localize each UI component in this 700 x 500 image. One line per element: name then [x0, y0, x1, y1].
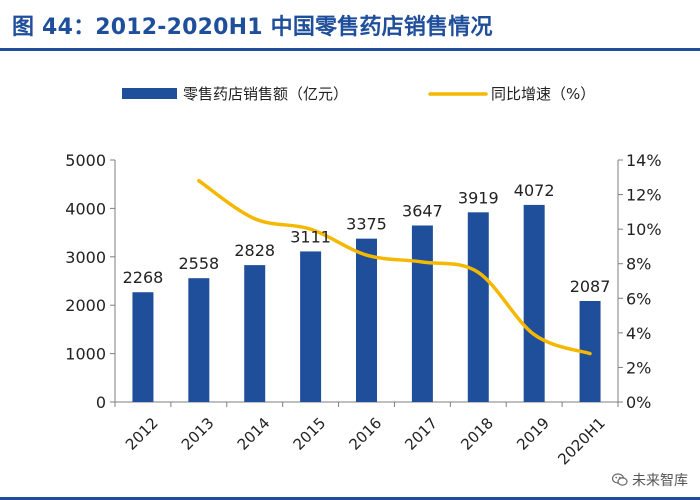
left-tick-label: 4000 [65, 199, 106, 218]
x-tick-label: 2020H1 [554, 414, 608, 468]
bar [579, 300, 601, 402]
x-tick-label: 2016 [346, 414, 386, 454]
bar-data-label: 2558 [178, 254, 219, 273]
wechat-icon [612, 473, 628, 486]
legend-swatch-bar [122, 88, 177, 99]
right-tick-label: 10% [626, 220, 662, 239]
bar-data-label: 2268 [123, 268, 164, 287]
watermark: 未来智库 [612, 470, 688, 490]
legend-label-line: 同比增速（%） [491, 85, 595, 103]
right-tick-label: 4% [626, 324, 651, 343]
left-tick-label: 3000 [65, 248, 106, 267]
bar [467, 212, 489, 402]
right-tick-label: 6% [626, 289, 651, 308]
legend: 零售药店销售额（亿元） 同比增速（%） [122, 85, 595, 103]
left-tick-label: 1000 [65, 345, 106, 364]
growth-line [197, 178, 592, 356]
bar-data-label: 3111 [290, 227, 331, 246]
bar [132, 292, 154, 402]
chart-title: 图 44：2012-2020H1 中国零售药店销售情况 [12, 15, 493, 40]
right-tick-label: 8% [626, 255, 651, 274]
x-tick-label: 2018 [457, 414, 497, 454]
bar [356, 238, 377, 402]
title-divider [0, 48, 700, 51]
right-tick-label: 12% [626, 186, 662, 205]
left-tick-label: 2000 [65, 296, 106, 315]
bar-data-label: 3375 [346, 215, 387, 234]
right-tick-label: 14% [626, 151, 662, 170]
left-tick-label: 0 [96, 393, 106, 412]
watermark-text: 未来智库 [632, 473, 688, 489]
bottom-divider [0, 497, 700, 500]
bar [244, 265, 266, 402]
bar [523, 204, 545, 402]
bar-data-label: 2828 [234, 241, 275, 260]
data-labels: 2268 2558 2828 3111 3375 3647 3919 4072 2087 [123, 181, 611, 296]
x-tick-label: 2014 [234, 414, 274, 454]
line-series [197, 178, 592, 356]
bar [300, 251, 322, 402]
bar [411, 225, 433, 402]
legend-label-bar: 零售药店销售额（亿元） [183, 85, 348, 103]
left-tick-label: 5000 [65, 151, 106, 170]
x-tick-label: 2013 [178, 414, 218, 454]
bar-data-label: 3919 [458, 188, 499, 207]
x-tick-label: 2015 [290, 414, 330, 454]
x-tick-label: 2017 [401, 414, 441, 454]
bar-data-label: 2087 [570, 277, 611, 296]
x-tick-label: 2012 [122, 414, 162, 454]
right-tick-label: 0% [626, 393, 651, 412]
x-tick-label: 2019 [513, 414, 553, 454]
bar [188, 278, 210, 402]
bar-data-label: 3647 [402, 201, 443, 220]
bar-data-label: 4072 [514, 181, 555, 200]
bar-series [132, 204, 601, 402]
right-tick-label: 2% [626, 358, 651, 377]
